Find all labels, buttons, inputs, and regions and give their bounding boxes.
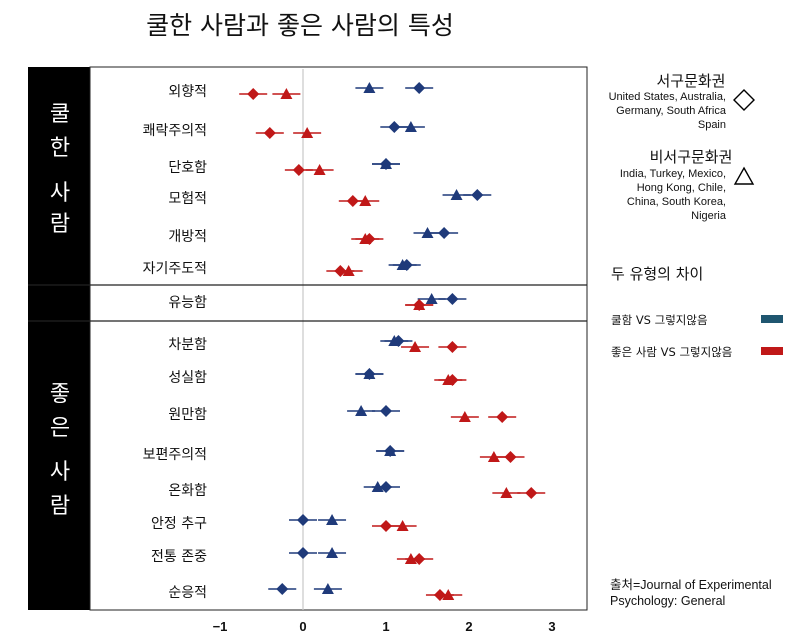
data-point-diamond <box>292 164 305 176</box>
data-point-diamond <box>276 583 289 595</box>
category-label: 개방적 <box>168 229 207 245</box>
category-label: 유능함 <box>168 295 207 311</box>
legend-diff-title: 두 유형의 차이 <box>611 265 704 283</box>
data-point-diamond <box>496 411 509 423</box>
group-label-good-1: 좋 <box>49 382 71 407</box>
x-tick-label: 2 <box>465 619 472 634</box>
legend-diamond-icon <box>733 89 755 111</box>
legend-diff-good: 좋은 사람 VS 그렇지않음 <box>611 345 733 359</box>
data-point-diamond <box>380 520 392 532</box>
data-point-triangle <box>342 265 355 276</box>
data-point-triangle <box>404 121 417 132</box>
data-point-diamond <box>471 189 484 201</box>
data-point-triangle <box>413 299 426 310</box>
legend-western-countries: United States, Australia, Germany, South… <box>608 91 726 131</box>
plot-frame <box>89 66 588 611</box>
data-point-triangle <box>425 293 438 304</box>
data-point-triangle <box>442 589 455 600</box>
data-point-diamond <box>446 293 459 305</box>
data-point-triangle <box>450 189 463 200</box>
legend-western-title: 서구문화권 <box>656 72 726 90</box>
legend-triangle-icon <box>733 166 755 185</box>
data-point-diamond <box>525 487 538 499</box>
data-point-triangle <box>363 82 376 93</box>
category-label: 안정 추구 <box>151 516 207 532</box>
group-label-good-3: 사 <box>49 460 71 485</box>
data-point-triangle <box>487 451 500 462</box>
data-point-triangle <box>421 227 434 238</box>
data-point-triangle <box>404 553 417 564</box>
data-point-triangle <box>326 547 339 558</box>
legend-diff-cool: 쿨함 VS 그렇지않음 <box>611 313 708 327</box>
data-point-triangle <box>409 341 422 352</box>
data-point-triangle <box>396 259 409 270</box>
category-label: 쾌락주의적 <box>143 123 207 139</box>
group-label-cool-3: 사 <box>49 181 71 206</box>
data-point-diamond <box>446 341 459 353</box>
group-label-good-4: 람 <box>49 494 71 519</box>
data-point-diamond <box>297 514 309 526</box>
side-band <box>28 67 90 610</box>
chart-title: 쿨한 사람과 좋은 사람의 특성 <box>146 11 454 40</box>
category-label: 온화함 <box>168 483 207 499</box>
x-tick-label: 1 <box>382 619 389 634</box>
data-point-diamond <box>504 451 517 463</box>
category-label: 성실함 <box>168 370 207 386</box>
data-point-diamond <box>413 82 426 94</box>
group-label-cool-1: 쿨 <box>49 102 71 127</box>
data-point-triangle <box>355 405 368 416</box>
group-label-good-2: 은 <box>49 416 71 441</box>
x-tick-label: 3 <box>548 619 555 634</box>
data-point-triangle <box>380 158 392 169</box>
data-point-triangle <box>458 411 471 422</box>
data-point-diamond <box>297 547 309 559</box>
x-tick-label: −1 <box>213 619 228 634</box>
group-label-cool-4: 람 <box>49 212 71 237</box>
data-point-triangle <box>359 195 372 206</box>
legend-nonwestern-title: 비서구문화권 <box>649 148 733 166</box>
category-label: 전통 존중 <box>151 549 207 565</box>
data-point-triangle <box>301 127 314 138</box>
data-point-triangle <box>326 514 339 525</box>
data-point-triangle <box>442 374 455 385</box>
category-label: 모험적 <box>168 191 207 207</box>
data-point-triangle <box>359 233 372 244</box>
category-label: 차분함 <box>168 337 207 353</box>
legend-swatch-good <box>761 347 783 355</box>
category-label: 외향적 <box>168 84 207 100</box>
data-point-triangle <box>500 487 513 498</box>
data-point-triangle <box>384 445 397 456</box>
data-point-triangle <box>363 368 376 379</box>
category-label: 자기주도적 <box>143 261 207 277</box>
data-point-diamond <box>247 88 260 100</box>
category-label: 보편주의적 <box>143 447 207 463</box>
category-label: 원만함 <box>168 407 207 423</box>
data-point-triangle <box>280 88 293 99</box>
data-point-diamond <box>438 227 451 239</box>
legend-nonwestern-countries: India, Turkey, Mexico, Hong Kong, Chile,… <box>619 168 726 222</box>
source-note: 출처=Journal of Experimental Psychology: G… <box>610 578 772 608</box>
data-point-triangle <box>313 164 326 175</box>
category-label: 순응적 <box>168 585 207 601</box>
group-label-cool-2: 한 <box>49 136 71 161</box>
data-point-diamond <box>388 121 401 133</box>
data-point-diamond <box>380 405 392 417</box>
x-tick-label: 0 <box>299 619 306 634</box>
legend-swatch-cool <box>761 315 783 323</box>
data-point-triangle <box>371 481 384 492</box>
data-point-triangle <box>321 583 334 594</box>
data-point-triangle <box>388 335 401 346</box>
category-label: 단호함 <box>168 160 207 176</box>
data-point-triangle <box>396 520 409 531</box>
data-point-diamond <box>263 127 276 139</box>
